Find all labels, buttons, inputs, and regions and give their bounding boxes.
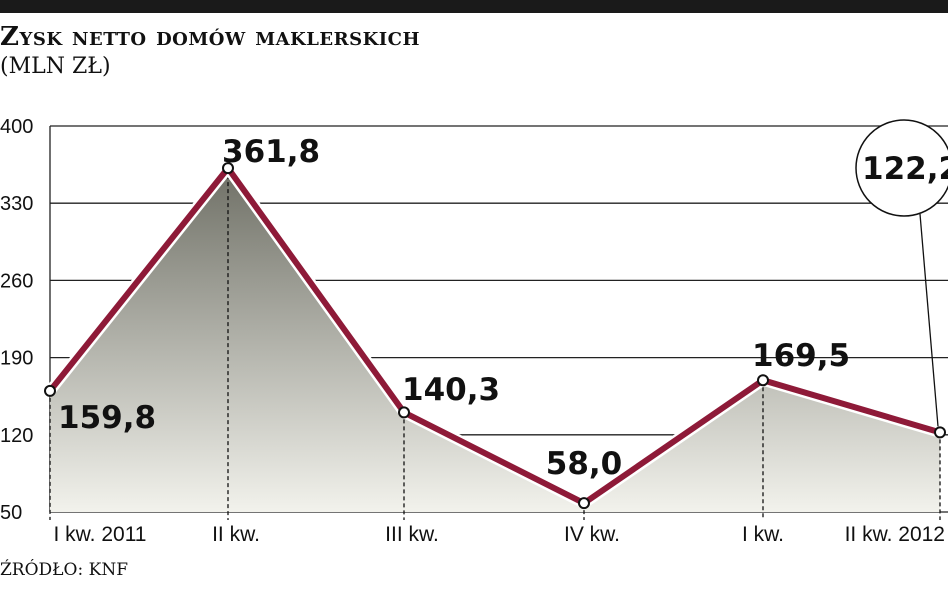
data-label: 140,3 bbox=[402, 372, 500, 408]
x-tick-label: I kw. 2011 bbox=[53, 523, 146, 546]
x-tick-label: I kw. bbox=[742, 523, 784, 546]
data-label: 122,2 bbox=[862, 151, 948, 187]
x-tick-label: II kw. 2012 bbox=[845, 523, 945, 546]
data-point bbox=[757, 374, 769, 387]
series-line bbox=[45, 159, 942, 510]
chart-title: Zysk netto domów maklerskich bbox=[0, 22, 421, 52]
source-note: ŹRÓDŁO: KNF bbox=[0, 560, 128, 580]
x-axis: I kw. 2011 II kw. III kw. IV kw. I kw. II kw.… bbox=[53, 523, 945, 546]
x-tick-label: II kw. bbox=[212, 523, 260, 546]
y-tick-label: 400 bbox=[0, 116, 33, 138]
y-tick-label: 120 bbox=[0, 425, 33, 447]
y-tick-label: 190 bbox=[0, 348, 33, 370]
area-fill bbox=[50, 168, 940, 512]
x-tick-label: III kw. bbox=[385, 523, 439, 546]
data-labels: 159,8 361,8 140,3 58,0 169,5 122,2 bbox=[58, 119, 948, 482]
drop-lines bbox=[49, 168, 941, 520]
callout-leader bbox=[919, 213, 939, 427]
markers bbox=[44, 162, 946, 510]
callout-circle bbox=[855, 119, 948, 217]
data-label: 58,0 bbox=[546, 446, 623, 482]
data-label: 169,5 bbox=[752, 338, 850, 374]
series-line-stroke bbox=[47, 163, 941, 507]
data-point bbox=[398, 406, 410, 419]
data-label: 361,8 bbox=[222, 134, 320, 170]
y-tick-label: 50 bbox=[0, 502, 22, 524]
data-point bbox=[222, 162, 234, 175]
data-point bbox=[578, 497, 590, 510]
y-axis: 50 120 190 260 330 400 bbox=[0, 116, 51, 524]
data-point bbox=[44, 384, 56, 397]
x-tick-label: IV kw. bbox=[564, 523, 620, 546]
data-label: 159,8 bbox=[58, 400, 156, 436]
area-shape bbox=[50, 168, 940, 512]
top-bar bbox=[0, 0, 948, 13]
data-point bbox=[934, 426, 946, 439]
y-tick-label: 330 bbox=[0, 193, 33, 215]
chart-subtitle: (MLN ZŁ) bbox=[0, 54, 111, 79]
y-tick-label: 260 bbox=[0, 270, 33, 292]
